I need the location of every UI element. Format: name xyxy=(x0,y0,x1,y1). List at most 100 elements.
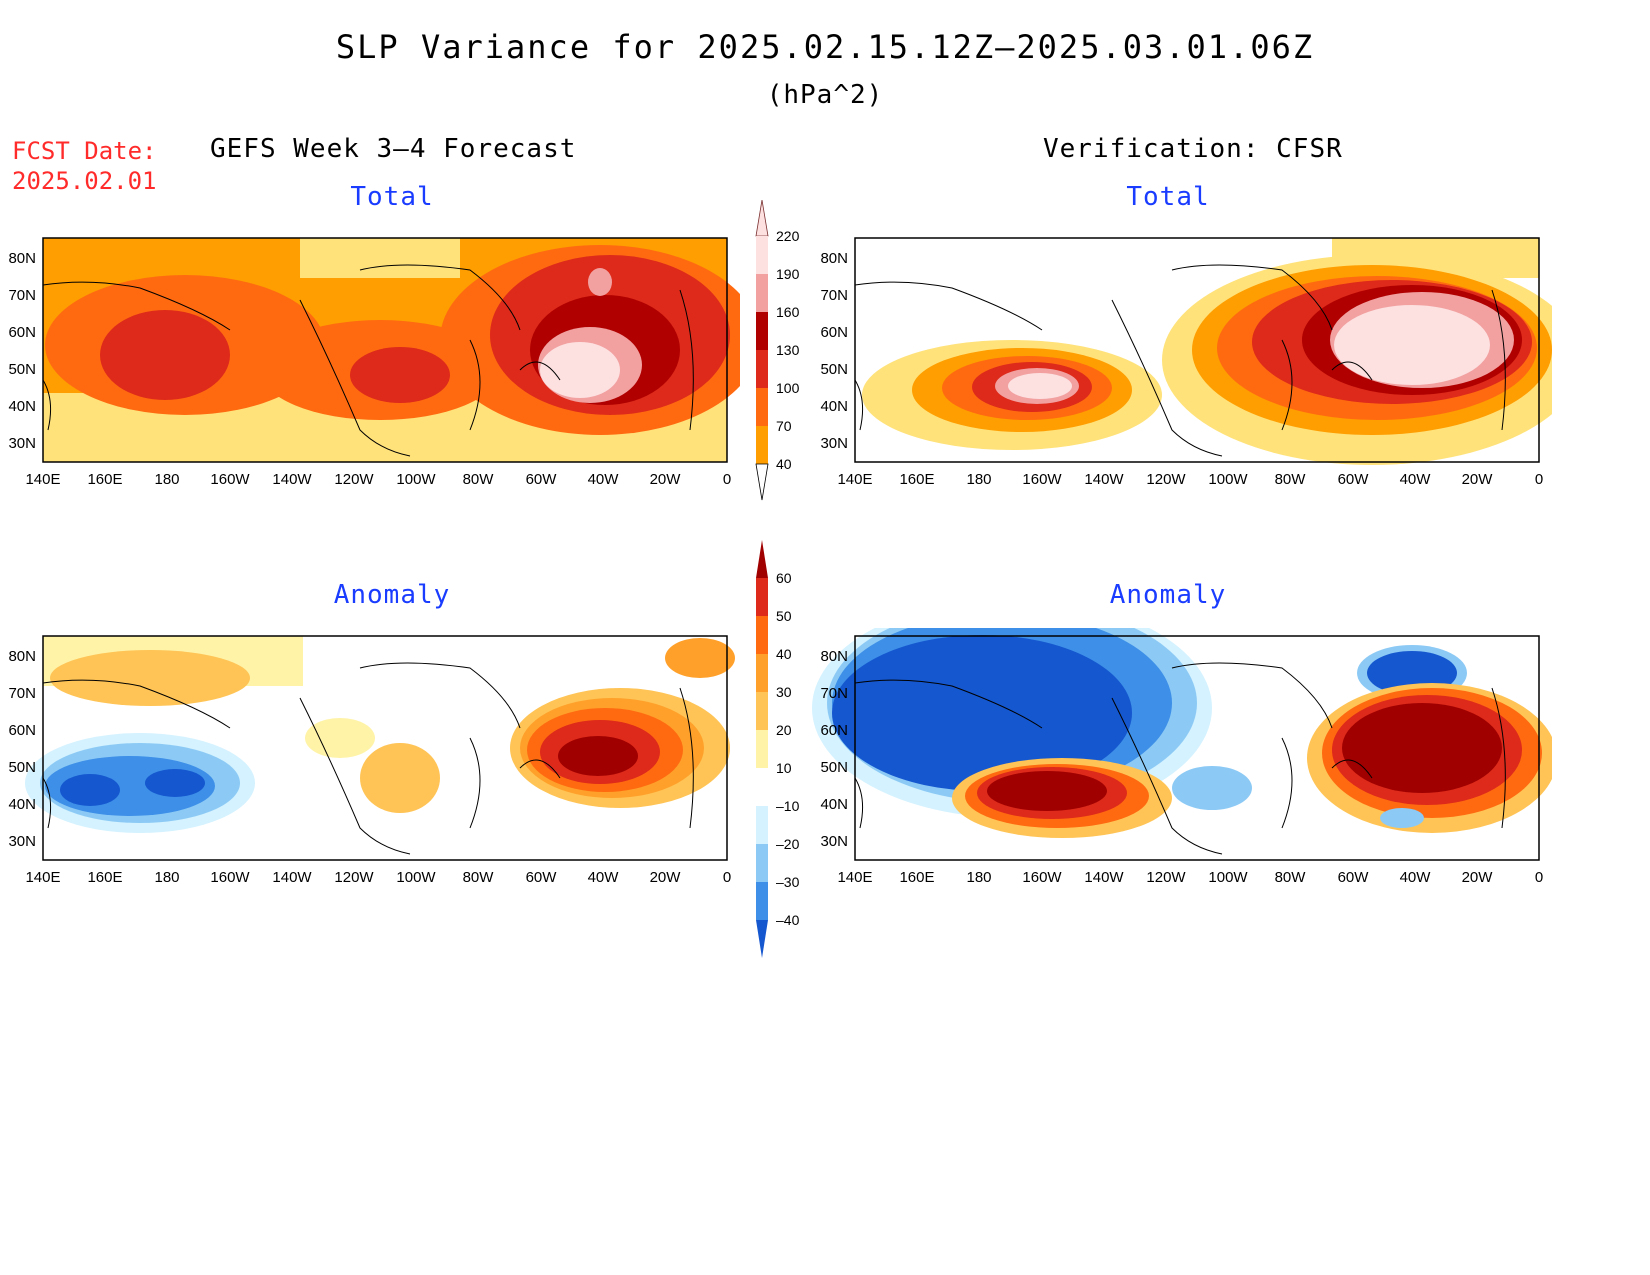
lon-label: 140W xyxy=(1084,471,1124,488)
lon-label: 160W xyxy=(1022,869,1062,886)
forecast-date-block: FCST Date: 2025.02.01 xyxy=(12,136,157,196)
main-title: SLP Variance for 2025.02.15.12Z–2025.03.… xyxy=(335,28,1315,66)
lat-label: 40N xyxy=(8,398,36,415)
panel-title-obs-anomaly: Anomaly xyxy=(1109,580,1227,610)
map-panel-obs-anomaly: 80N 70N 60N 50N 40N 30N 140E 160E 180 16… xyxy=(812,628,1552,890)
colorbar-swatch xyxy=(756,730,768,768)
colorbar-swatch xyxy=(756,350,768,388)
lat-label: 30N xyxy=(820,435,848,452)
lon-label: 160E xyxy=(87,471,122,488)
right-column-title: Verification: CFSR xyxy=(1043,134,1343,164)
lat-label: 70N xyxy=(8,685,36,702)
lon-label: 120W xyxy=(334,869,374,886)
colorbar-swatch xyxy=(756,768,768,806)
colorbar-swatch xyxy=(756,388,768,426)
colorbar-label: 130 xyxy=(776,342,800,358)
colorbar-label: 30 xyxy=(776,684,792,700)
colorbar-label: 160 xyxy=(776,304,800,320)
lat-label: 40N xyxy=(820,398,848,415)
lon-label: 0 xyxy=(723,869,731,886)
lat-label: 60N xyxy=(8,722,36,739)
lon-label: 20W xyxy=(650,869,682,886)
map-panel-obs-total: 80N 70N 60N 50N 40N 30N 140E 160E 180 16… xyxy=(812,230,1552,492)
colorbar-swatch xyxy=(756,920,768,958)
units-label: (hPa^2) xyxy=(766,80,884,110)
forecast-date-value: 2025.02.01 xyxy=(12,167,157,195)
lon-label: 80W xyxy=(1275,471,1307,488)
lon-label: 140E xyxy=(837,471,872,488)
lon-label: 100W xyxy=(396,869,436,886)
colorbar-swatch xyxy=(756,578,768,616)
colorbar-swatch xyxy=(756,236,768,274)
lon-label: 40W xyxy=(1400,869,1432,886)
colorbar-swatch xyxy=(756,654,768,692)
colorbar-swatch xyxy=(756,274,768,312)
lat-label: 60N xyxy=(820,324,848,341)
lat-label: 60N xyxy=(820,722,848,739)
lon-label: 80W xyxy=(463,869,495,886)
lon-label: 180 xyxy=(154,471,179,488)
colorbar-swatch xyxy=(756,312,768,350)
lat-label: 80N xyxy=(820,250,848,267)
lon-label: 140W xyxy=(272,471,312,488)
colorbar-label: 50 xyxy=(776,608,792,624)
lon-label: 40W xyxy=(1400,471,1432,488)
lon-label: 100W xyxy=(1208,471,1248,488)
lon-label: 160W xyxy=(1022,471,1062,488)
lon-label: 120W xyxy=(1146,471,1186,488)
lon-label: 40W xyxy=(588,471,620,488)
lat-label: 80N xyxy=(8,250,36,267)
lon-label: 0 xyxy=(1535,869,1543,886)
lon-label: 140W xyxy=(1084,869,1124,886)
lon-label: 40W xyxy=(588,869,620,886)
panel-title-fcst-total: Total xyxy=(350,182,434,212)
lon-label: 20W xyxy=(1462,869,1494,886)
colorbar-swatch xyxy=(756,540,768,578)
lon-label: 0 xyxy=(723,471,731,488)
lon-label: 140E xyxy=(25,869,60,886)
lat-label: 80N xyxy=(820,648,848,665)
lon-label: 140E xyxy=(837,869,872,886)
lon-label: 180 xyxy=(966,869,991,886)
colorbar-label: 70 xyxy=(776,418,792,434)
lat-label: 40N xyxy=(8,796,36,813)
lon-label: 100W xyxy=(396,471,436,488)
lat-label: 50N xyxy=(8,361,36,378)
lat-label: 70N xyxy=(8,287,36,304)
lat-label: 30N xyxy=(820,833,848,850)
lon-label: 80W xyxy=(1275,869,1307,886)
lon-label: 160W xyxy=(210,869,250,886)
colorbar-label: –20 xyxy=(776,836,800,852)
panel-title-obs-total: Total xyxy=(1126,182,1210,212)
lat-label: 70N xyxy=(820,287,848,304)
colorbar-label: 100 xyxy=(776,380,800,396)
lon-label: 160W xyxy=(210,471,250,488)
colorbar-label: 60 xyxy=(776,570,792,586)
lon-label: 0 xyxy=(1535,471,1543,488)
lat-label: 50N xyxy=(820,759,848,776)
colorbar-total: 220 190 160 130 100 70 40 xyxy=(752,200,832,505)
lon-label: 160E xyxy=(87,869,122,886)
lon-label: 20W xyxy=(1462,471,1494,488)
panel-title-fcst-anomaly: Anomaly xyxy=(333,580,451,610)
colorbar-label: 10 xyxy=(776,760,792,776)
lon-label: 120W xyxy=(334,471,374,488)
colorbar-swatch xyxy=(756,692,768,730)
lon-label: 140E xyxy=(25,471,60,488)
colorbar-label: –10 xyxy=(776,798,800,814)
lon-label: 160E xyxy=(899,869,934,886)
lat-label: 40N xyxy=(820,796,848,813)
lon-label: 140W xyxy=(272,869,312,886)
colorbar-label: –30 xyxy=(776,874,800,890)
map-panel-fcst-anomaly: 80N 70N 60N 50N 40N 30N 140E 160E 180 16… xyxy=(0,628,740,890)
lon-label: 60W xyxy=(526,471,558,488)
lon-label: 100W xyxy=(1208,869,1248,886)
colorbar-swatch xyxy=(756,616,768,654)
lon-label: 180 xyxy=(154,869,179,886)
lon-label: 60W xyxy=(1338,869,1370,886)
lon-label: 180 xyxy=(966,471,991,488)
colorbar-label: 190 xyxy=(776,266,800,282)
colorbar-swatch xyxy=(756,426,768,464)
lon-label: 80W xyxy=(463,471,495,488)
lon-label: 60W xyxy=(1338,471,1370,488)
